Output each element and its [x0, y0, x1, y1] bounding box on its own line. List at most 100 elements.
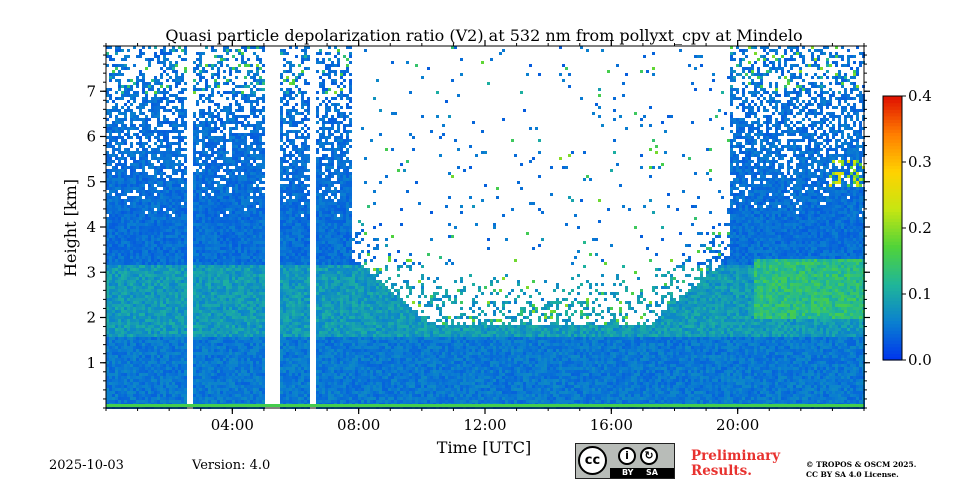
colorbar-cell	[883, 346, 902, 351]
preliminary-line-1: Preliminary	[691, 448, 781, 464]
colorbar-cell	[883, 224, 902, 229]
colorbar-cell	[883, 234, 902, 239]
colorbar-cell	[883, 105, 902, 110]
colorbar-cell	[883, 350, 902, 354]
colorbar-cell	[883, 132, 902, 137]
license-line-2: CC BY SA 4.0 License.	[806, 470, 899, 479]
colorbar-cell	[883, 287, 902, 292]
colorbar-cell	[883, 247, 902, 252]
colorbar-tick-label: 0.4	[908, 87, 932, 105]
y-axis-label: Height [km]	[61, 179, 80, 277]
axes: 04:00 08:00 12:00 16:00 20:00 1 2 3 4 5 6 7	[86, 40, 870, 434]
colorbar-cell	[883, 274, 902, 279]
colorbar-cell	[883, 148, 902, 153]
colorbar-cell	[883, 284, 902, 288]
x-axis-label: Time [UTC]	[437, 438, 531, 457]
y-tick-label: 3	[86, 263, 96, 281]
colorbar-cell	[883, 356, 902, 361]
colorbar-cell	[883, 300, 902, 305]
colorbar-cell	[883, 112, 902, 117]
colorbar-cell	[883, 307, 902, 312]
colorbar-cell	[883, 290, 902, 295]
colorbar-cell	[883, 267, 902, 272]
colorbar-tick-label: 0.3	[908, 153, 932, 171]
colorbar-cell	[883, 277, 902, 282]
license-text: © TROPOS & OSCM 2025. CC BY SA 4.0 Licen…	[806, 460, 916, 480]
colorbar-cell	[883, 270, 902, 275]
cc-icon: cc	[578, 446, 607, 475]
colorbar-cell	[883, 129, 902, 133]
colorbar-cell	[883, 165, 902, 170]
sa-icon: ↻	[640, 447, 658, 465]
plot-area	[106, 46, 865, 409]
colorbar-cell	[883, 343, 902, 348]
preliminary-results: Preliminary Results.	[691, 449, 780, 479]
preliminary-line-2: Results.	[691, 463, 752, 479]
colorbar-cell	[883, 264, 902, 269]
colorbar-cell	[883, 125, 902, 130]
colorbar-cell	[883, 208, 902, 213]
colorbar-cell	[883, 353, 902, 358]
colorbar-cell	[883, 214, 902, 219]
colorbar-cell	[883, 330, 902, 335]
colorbar-cell	[883, 254, 902, 259]
colorbar-cell	[883, 145, 902, 150]
colorbar-cell	[883, 218, 902, 222]
x-tick-label: 08:00	[337, 416, 380, 434]
colorbar-cell	[883, 261, 902, 265]
cc-strip: BY SA	[610, 468, 674, 478]
colorbar-cell	[883, 241, 902, 246]
colorbar-tick-label: 0.0	[908, 351, 932, 369]
colorbar-cell	[883, 109, 902, 114]
colorbar-cell	[883, 204, 902, 209]
x-tick-label: 16:00	[590, 416, 633, 434]
colorbar-cell	[883, 99, 902, 104]
colorbar-cell	[883, 297, 902, 302]
colorbar-cell	[883, 294, 902, 298]
y-tick-label: 4	[86, 218, 96, 236]
colorbar-cell	[883, 142, 902, 147]
colorbar-cell	[883, 340, 902, 345]
colorbar-cell	[883, 138, 902, 143]
colorbar-cell	[883, 310, 902, 315]
colorbar-cell	[883, 323, 902, 328]
date-label: 2025-10-03	[49, 458, 124, 473]
colorbar-cell	[883, 102, 902, 107]
colorbar-cell	[883, 336, 902, 341]
colorbar-cell	[883, 158, 902, 163]
y-tick-label: 6	[86, 128, 96, 146]
colorbar-cell	[883, 231, 902, 236]
colorbar-cell	[883, 191, 902, 196]
colorbar-cell	[883, 333, 902, 338]
colorbar-cell	[883, 185, 902, 189]
colorbar-cell	[883, 228, 902, 232]
colorbar-cell	[883, 122, 902, 127]
colorbar-tick-label: 0.1	[908, 285, 932, 303]
colorbar-cell	[883, 152, 902, 156]
colorbar-cell	[883, 303, 902, 308]
chart-title: Quasi particle depolarization ratio (V2)…	[165, 26, 802, 45]
colorbar-cell	[883, 155, 902, 160]
colorbar-cell	[883, 188, 902, 193]
colorbar-cell	[883, 244, 902, 249]
by-icon: i	[618, 447, 636, 465]
colorbar-cell	[883, 251, 902, 255]
colorbar-cell	[883, 135, 902, 140]
x-tick-label: 04:00	[211, 416, 254, 434]
colorbar-cell	[883, 198, 902, 203]
colorbar-cell	[883, 211, 902, 216]
colorbar-cell	[883, 115, 902, 120]
colorbar-cell	[883, 320, 902, 325]
colorbar: 0.0 0.1 0.2 0.3 0.4	[882, 87, 932, 369]
colorbar-cell	[883, 317, 902, 321]
colorbar-cell	[883, 313, 902, 318]
colorbar-cell	[883, 221, 902, 226]
y-tick-label: 2	[86, 309, 96, 327]
colorbar-cell	[883, 237, 902, 242]
colorbar-cell	[883, 168, 902, 173]
license-line-1: © TROPOS & OSCM 2025.	[806, 460, 917, 469]
colorbar-cell	[883, 327, 902, 331]
colorbar-cell	[883, 178, 902, 183]
colorbar-cell	[883, 162, 902, 166]
cc-license-badge: cc i ↻ BY SA	[575, 443, 675, 479]
